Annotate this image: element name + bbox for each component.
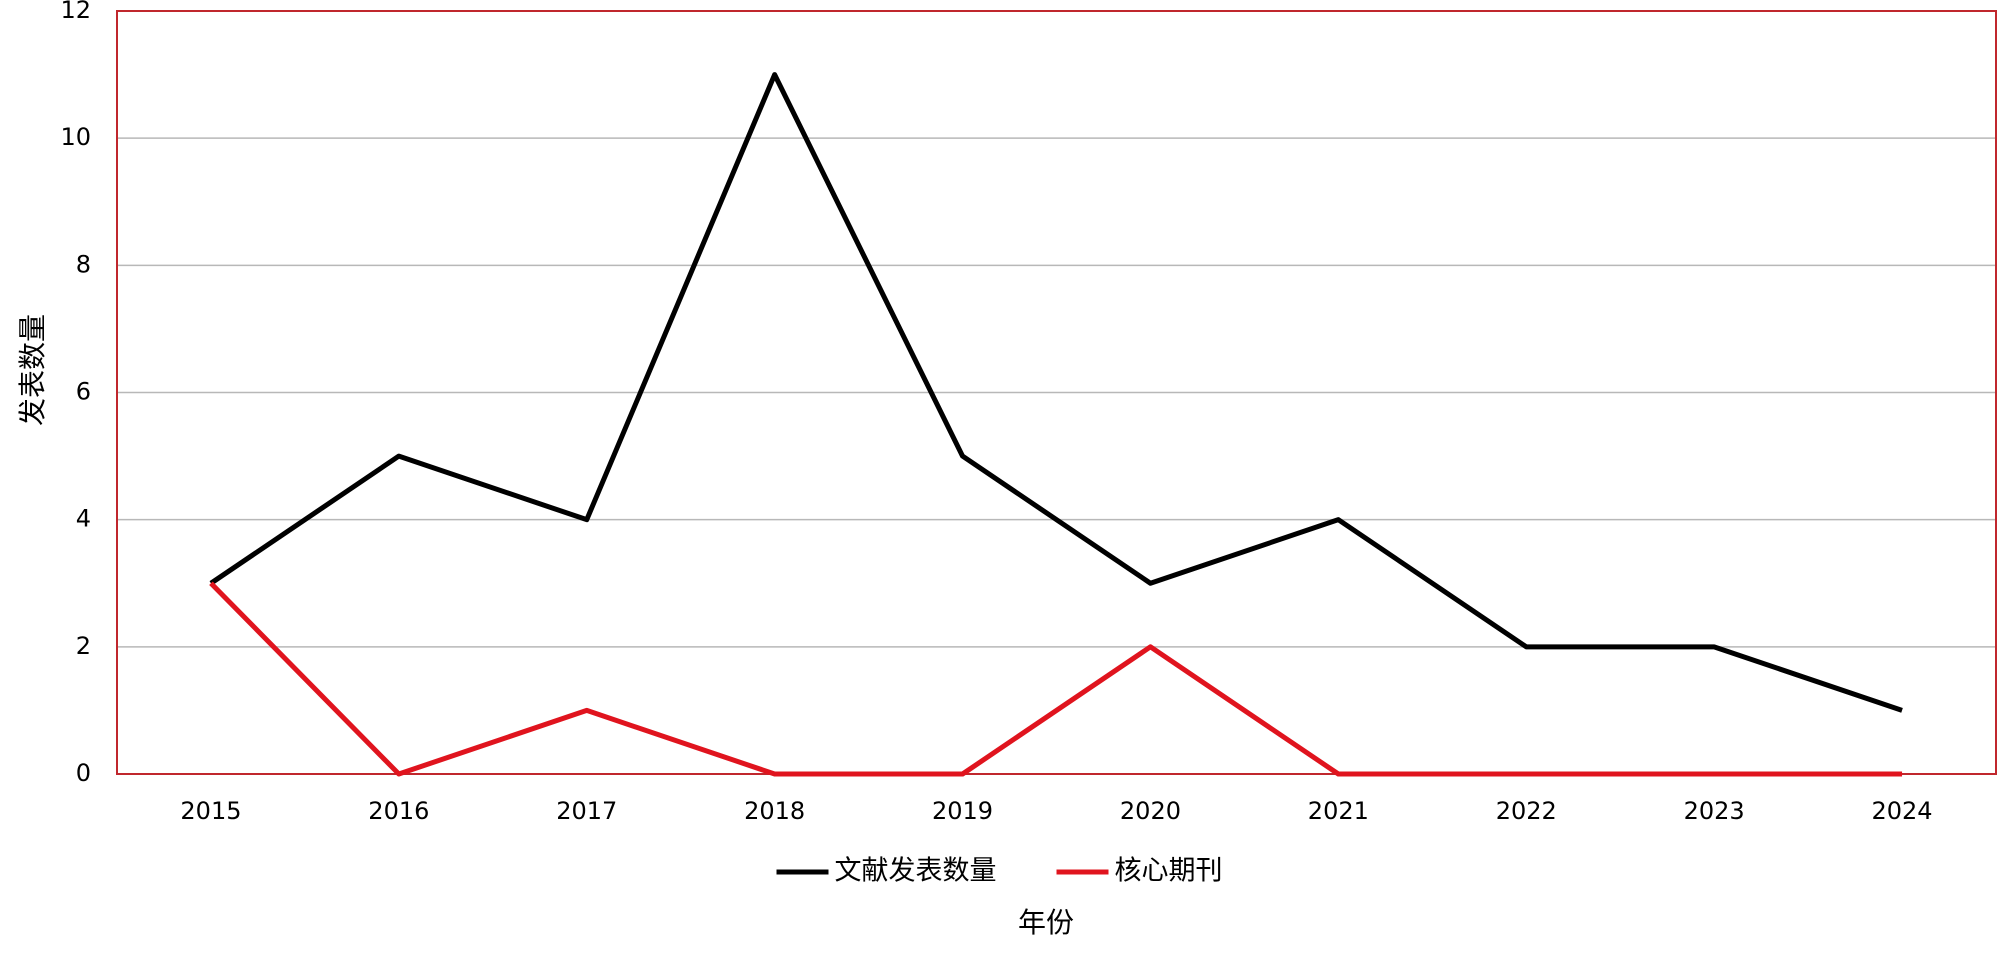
x-axis-title: 年份 bbox=[1018, 906, 1074, 939]
x-tick-label: 2015 bbox=[180, 797, 241, 825]
x-tick-label: 2024 bbox=[1872, 797, 1933, 825]
x-tick-label: 2019 bbox=[932, 797, 993, 825]
plot-frame bbox=[116, 10, 1997, 775]
x-tick-label: 2016 bbox=[368, 797, 429, 825]
line-series bbox=[209, 72, 1903, 713]
y-tick-label: 10 bbox=[60, 123, 91, 151]
y-tick-label: 0 bbox=[76, 759, 91, 787]
x-tick-label: 2023 bbox=[1684, 797, 1745, 825]
legend-label: 核心期刊 bbox=[1115, 856, 1223, 887]
x-tick-label: 2017 bbox=[556, 797, 617, 825]
y-axis-title: 发表数量 bbox=[16, 314, 49, 426]
legend-label: 文献发表数量 bbox=[835, 856, 997, 887]
y-tick-label: 8 bbox=[76, 250, 91, 278]
y-tick-label: 6 bbox=[76, 378, 91, 406]
y-tick-label: 2 bbox=[76, 632, 91, 660]
line-series bbox=[209, 581, 1903, 777]
y-tick-label: 4 bbox=[76, 505, 91, 533]
x-tick-label: 2018 bbox=[744, 797, 805, 825]
y-tick-label: 12 bbox=[60, 0, 91, 24]
x-tick-label: 2021 bbox=[1308, 797, 1369, 825]
x-tick-label: 2020 bbox=[1120, 797, 1181, 825]
x-tick-label: 2022 bbox=[1496, 797, 1557, 825]
